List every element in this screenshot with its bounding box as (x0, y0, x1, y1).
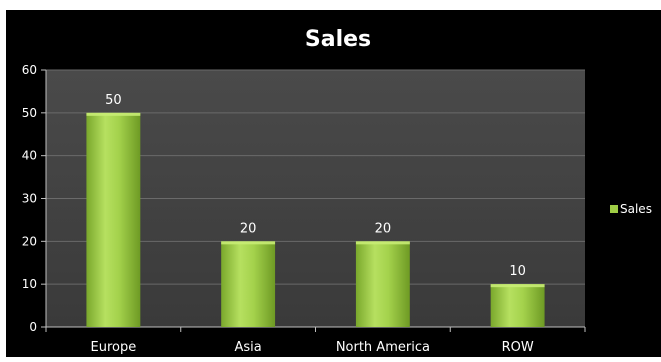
data-label: 20 (375, 221, 392, 236)
data-label: 20 (240, 221, 257, 236)
y-tick-label: 30 (22, 192, 37, 206)
data-labels: 50 20 20 10 (105, 93, 526, 279)
legend: Sales (610, 202, 652, 216)
bar-europe (86, 112, 141, 327)
bars (86, 112, 545, 327)
x-tick-label: ROW (502, 340, 534, 355)
y-tick-label: 50 (22, 106, 37, 120)
bar-top-highlight (221, 241, 276, 245)
y-tick-label: 10 (22, 277, 37, 291)
x-tick-label: Asia (235, 340, 262, 355)
y-tick-label: 60 (22, 63, 37, 77)
bar-asia (221, 241, 276, 327)
bar-top-highlight (86, 112, 141, 116)
y-tick-label: 0 (29, 320, 37, 334)
data-label: 50 (105, 93, 122, 108)
x-tick-label: North America (336, 340, 430, 355)
y-tick-label: 40 (22, 149, 37, 163)
y-tick-label: 20 (22, 234, 37, 248)
chart-title: Sales (305, 27, 371, 52)
bar-north-america (355, 241, 410, 327)
bar-top-highlight (355, 241, 410, 245)
legend-swatch-sales (610, 205, 618, 213)
legend-label-sales: Sales (620, 202, 652, 216)
bar-row (490, 284, 545, 327)
x-tick-label: Europe (91, 340, 137, 355)
data-label: 10 (509, 264, 526, 279)
bar-top-highlight (490, 284, 545, 288)
